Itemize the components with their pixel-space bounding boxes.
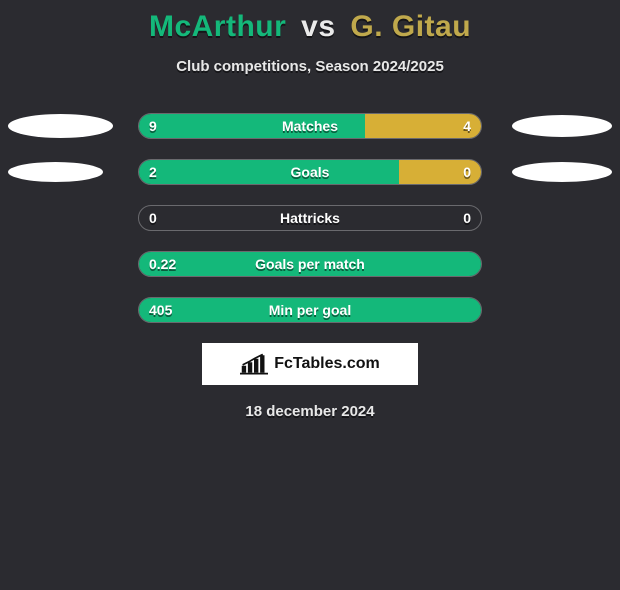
player1-segment [139, 160, 399, 184]
player2-value: 4 [463, 114, 471, 138]
player1-value: 405 [149, 298, 172, 322]
comparison-title: McArthur vs G. Gitau [0, 10, 620, 44]
player1-value: 0 [149, 206, 157, 230]
footer-date: 18 december 2024 [0, 403, 620, 420]
brand-text: FcTables.com [274, 355, 380, 373]
stat-row: 0.22Goals per match [0, 251, 620, 277]
player2-name: G. Gitau [350, 10, 471, 43]
stat-bar: 0.22Goals per match [138, 251, 482, 277]
comparison-rows: 94Matches20Goals00Hattricks0.22Goals per… [0, 113, 620, 323]
chart-icon [240, 353, 268, 375]
stat-bar: 20Goals [138, 159, 482, 185]
stat-row: 405Min per goal [0, 297, 620, 323]
player1-value: 2 [149, 160, 157, 184]
player1-segment [139, 298, 481, 322]
player1-ellipse [8, 162, 103, 182]
player1-ellipse [8, 114, 113, 138]
player1-value: 9 [149, 114, 157, 138]
brand-badge: FcTables.com [202, 343, 418, 385]
player2-value: 0 [463, 206, 471, 230]
stat-row: 20Goals [0, 159, 620, 185]
stat-bar: 0 0Hattricks [138, 205, 482, 231]
stat-bar: 405Min per goal [138, 297, 482, 323]
player2-value: 0 [463, 160, 471, 184]
player1-segment [139, 252, 481, 276]
player1-value: 0.22 [149, 252, 176, 276]
stat-label: Hattricks [139, 206, 481, 230]
player2-ellipse [512, 115, 612, 137]
player1-name: McArthur [149, 10, 286, 43]
subtitle: Club competitions, Season 2024/2025 [0, 58, 620, 75]
player1-segment [139, 114, 365, 138]
stat-row: 0 0Hattricks [0, 205, 620, 231]
player2-ellipse [512, 162, 612, 182]
stat-row: 94Matches [0, 113, 620, 139]
stat-bar: 94Matches [138, 113, 482, 139]
vs-label: vs [301, 10, 335, 43]
